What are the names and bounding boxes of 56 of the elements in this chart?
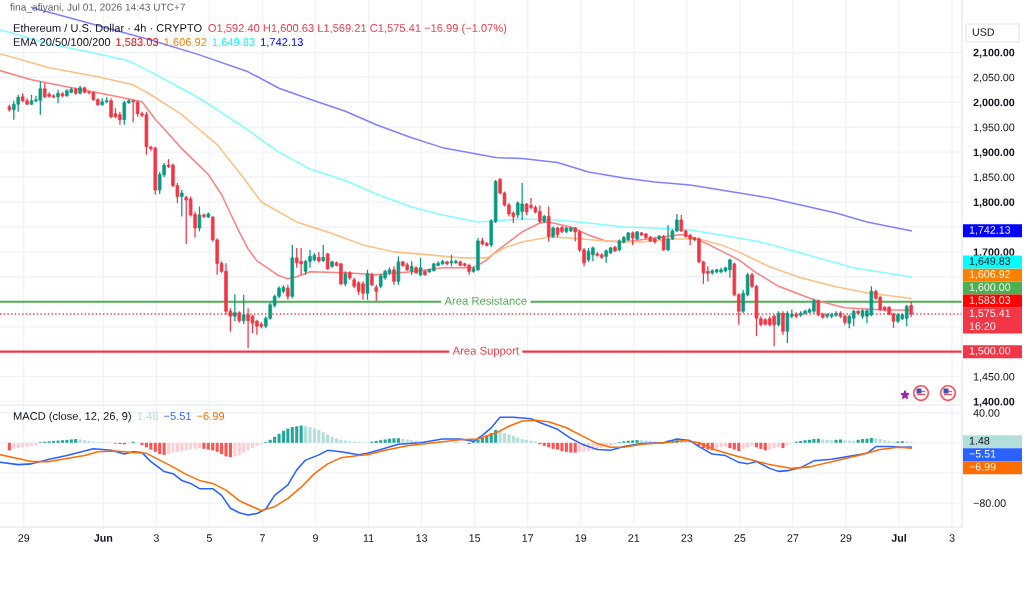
annotation: −5.51 [164,412,192,420]
text: 1,606.92 [969,270,1011,280]
x-tick-label: 21 [628,534,640,542]
x-tick-label: 3 [949,534,955,542]
annotation: 1.48 [137,412,159,420]
y-tick-label: 2,100.00 [973,48,1015,58]
x-tick-label: 7 [260,534,265,542]
ref-line-label: Area Resistance [444,296,527,305]
x-tick-label: 25 [734,534,746,542]
y-tick-label: 1,700.00 [973,248,1015,258]
annotation: 1,649.83 [212,38,255,48]
x-tick-label: 29 [18,534,30,542]
annotation: −6.99 [197,412,225,420]
annotation: fina_afiyani, Jul 01, 2026 14:43 UTC+7 [10,3,186,13]
text: −6.99 [969,463,996,471]
x-tick-label: 9 [313,534,318,542]
text: 1,742.13 [969,226,1011,235]
x-tick-label: 27 [787,534,799,542]
y-tick-label: 40.00 [973,409,1000,417]
x-tick-label: 5 [206,534,212,542]
annotation: 1,606.92 [164,38,207,48]
x-tick-label: 11 [363,534,374,542]
annotation: EMA 20/50/100/200 [13,37,111,46]
y-tick-label: −80.00 [973,499,1006,507]
y-tick-label: 1,850.00 [973,173,1015,183]
y-tick-label: 1,900.00 [973,148,1015,158]
text: 1.48 [969,437,990,445]
chart-title: MACD (close, 12, 26, 9) [13,411,131,423]
y-tick-label: 1,450.00 [973,372,1015,382]
text: 1,575.41 [969,309,1011,319]
text: 1,600.00 [969,283,1011,293]
text: 1,500.00 [969,346,1011,356]
ref-line-label: Area Support [452,346,519,357]
annotation: 1,742.13 [260,38,303,48]
x-tick-label: 29 [840,534,852,542]
text: 1,649.83 [969,257,1011,267]
x-tick-label: 13 [416,534,428,542]
x-tick-label: 17 [522,534,534,542]
text: Ethereum / U.S. Dollar · 4h · CRYPTO [13,23,202,32]
annotation: 1,583.03 [116,38,159,48]
annotation: O1,592.40 H1,600.63 L1,569.21 C1,575.41 −16.99 (−1.07%) [208,23,507,35]
x-tick-label: Jun [93,534,113,542]
text: 16:20 [969,322,996,330]
text: 1,583.03 [969,296,1011,306]
x-tick-label: Jul [891,533,906,542]
y-tick-label: 1,800.00 [973,198,1015,208]
x-tick-label: 15 [469,534,481,542]
y-tick-label: 1,400.00 [973,397,1015,408]
y-tick-label: 2,050.00 [973,73,1015,83]
y-tick-label: 1,950.00 [973,123,1015,133]
x-tick-label: 3 [153,534,159,542]
text: −5.51 [969,450,996,458]
y-tick-label: 2,000.00 [973,98,1015,108]
y-axis-title: USD [972,28,995,36]
x-tick-label: 19 [575,534,587,542]
x-tick-label: 23 [681,534,693,542]
